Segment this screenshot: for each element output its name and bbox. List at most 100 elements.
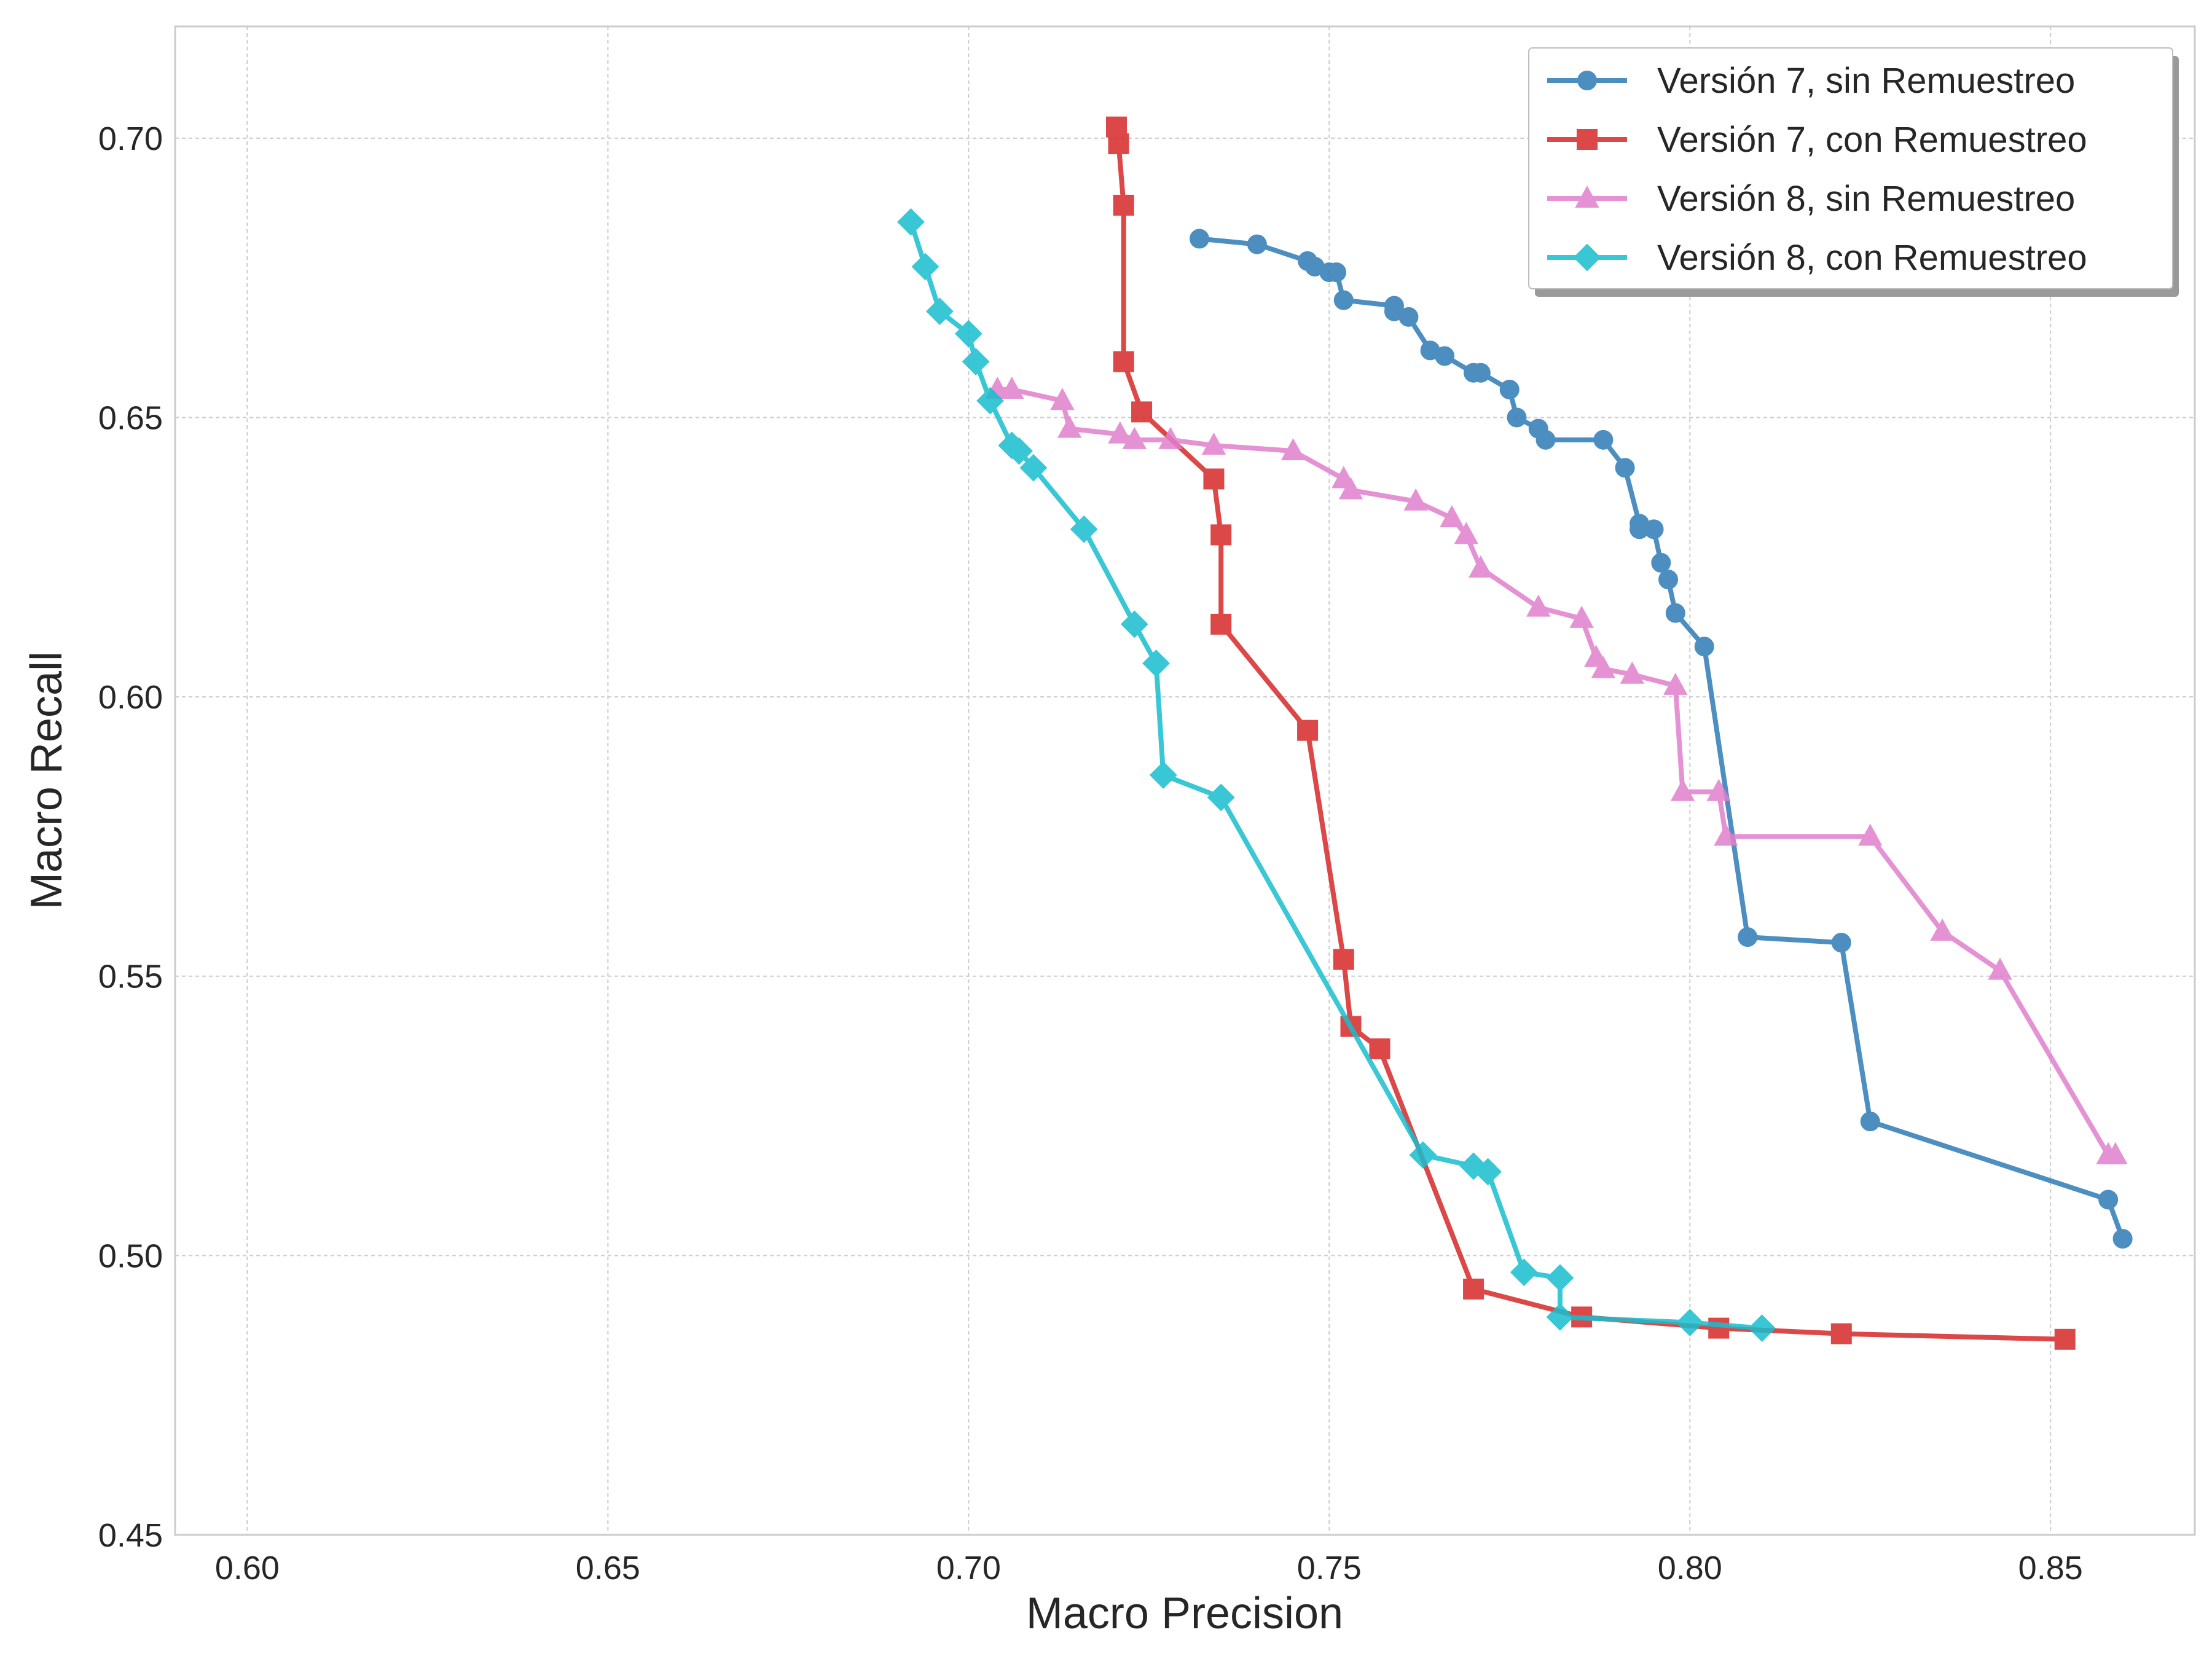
data-point-circle [1658,570,1679,590]
x-tick-label: 0.60 [215,1550,280,1586]
y-tick-label: 0.70 [98,120,163,157]
y-axis-label: Macro Recall [22,651,71,909]
legend: Versión 7, sin Remuestreo Versión 7, con … [1528,47,2179,297]
legend-marker-circle [1577,71,1597,90]
data-point-circle [1665,603,1685,623]
legend-label: Versión 7, sin Remuestreo [1657,61,2075,101]
data-point-triangle [1930,918,1955,941]
data-point-diamond [1070,515,1098,543]
data-point-square [1203,468,1225,490]
data-point-square [1369,1038,1390,1059]
data-point-circle [1189,229,1209,249]
data-point-square [1830,1323,1852,1344]
data-point-diamond [1510,1258,1538,1287]
data-point-circle [1738,927,1758,947]
legend-label: Versión 8, sin Remuestreo [1657,179,2075,219]
data-point-circle [1499,380,1520,400]
x-axis-ticks: 0.60 0.65 0.70 0.75 0.80 0.85 [215,1550,2083,1586]
data-point-triangle [1714,823,1738,846]
data-point-square [1131,401,1153,423]
data-point-circle [1507,407,1527,428]
data-point-diamond [1019,453,1048,482]
data-point-circle [1831,933,1851,953]
data-point-triangle [1403,488,1428,511]
legend-entry-2 [1547,129,1627,150]
series-4 [896,208,1776,1342]
legend-entries: Versión 7, sin Remuestreo Versión 7, con … [1547,61,2087,278]
data-point-triangle [1663,672,1688,695]
data-point-diamond [1409,1141,1437,1169]
data-point-square [1108,133,1129,154]
data-point-triangle [1988,957,2012,980]
data-point-triangle [1201,432,1226,455]
data-point-triangle [1158,426,1183,449]
y-axis-ticks: 0.45 0.50 0.55 0.60 0.65 0.70 [98,120,163,1554]
data-point-triangle [1122,426,1147,449]
data-point-square [1708,1317,1730,1339]
data-point-triangle [2103,1142,2128,1164]
series-1 [1189,229,2133,1249]
data-point-diamond [976,386,1004,415]
data-point-diamond [911,253,939,281]
data-point-diamond [1546,1264,1574,1292]
data-point-diamond [954,320,982,348]
data-point-triangle [1591,656,1616,678]
data-point-triangle [1281,437,1306,461]
data-point-circle [1860,1112,1880,1132]
data-point-triangle [1440,505,1464,528]
plot-frame [174,25,2196,1536]
data-point-diamond [1120,610,1148,638]
data-point-diamond [1142,649,1170,677]
data-point-circle [1398,307,1419,327]
data-point-diamond [1546,1303,1574,1331]
legend-marker-diamond [1573,243,1601,272]
data-point-triangle [1057,415,1082,438]
data-point-circle [2098,1190,2119,1210]
x-tick-label: 0.70 [936,1550,1001,1586]
series-line [908,219,1765,1331]
data-point-circle [1651,552,1671,573]
data-point-diamond [1005,437,1033,465]
data-point-triangle [1050,388,1075,410]
legend-box [1528,47,2173,289]
x-tick-label: 0.65 [576,1550,640,1586]
data-point-triangle [1000,376,1024,399]
data-point-triangle [1620,661,1645,684]
data-point-triangle [1706,779,1731,801]
y-tick-label: 0.60 [98,679,163,716]
data-point-circle [1333,290,1354,310]
data-point-triangle [1670,779,1695,801]
data-point-square [1333,949,1354,970]
data-point-diamond [1748,1314,1776,1342]
data-point-diamond [962,348,990,375]
y-tick-label: 0.65 [98,399,163,436]
data-point-circle [1470,363,1491,383]
legend-entry-3 [1547,185,1627,208]
data-point-triangle [1569,605,1594,628]
data-point-circle [1694,637,1714,657]
legend-marker-triangle [1575,185,1599,208]
data-point-circle [1247,234,1267,254]
data-point-square [2054,1328,2076,1350]
y-tick-label: 0.50 [98,1237,163,1274]
series-layer [896,116,2133,1350]
legend-label: Versión 8, con Remuestreo [1657,238,2087,278]
data-point-square [1210,524,1232,546]
data-point-circle [1535,429,1556,450]
data-point-diamond [1149,761,1177,789]
data-point-circle [1644,519,1664,539]
data-point-triangle [1858,823,1883,846]
x-tick-label: 0.85 [2018,1550,2083,1586]
x-tick-label: 0.75 [1297,1550,1362,1586]
data-point-triangle [1526,594,1551,617]
data-point-diamond [896,208,925,236]
data-point-circle [1615,458,1635,478]
x-tick-label: 0.80 [1658,1550,1722,1586]
y-tick-label: 0.55 [98,959,163,995]
legend-marker-square [1577,129,1598,150]
x-axis-label: Macro Precision [1026,1589,1343,1638]
data-point-square [1113,351,1134,372]
y-tick-label: 0.45 [98,1517,163,1554]
data-point-circle [1593,429,1614,450]
